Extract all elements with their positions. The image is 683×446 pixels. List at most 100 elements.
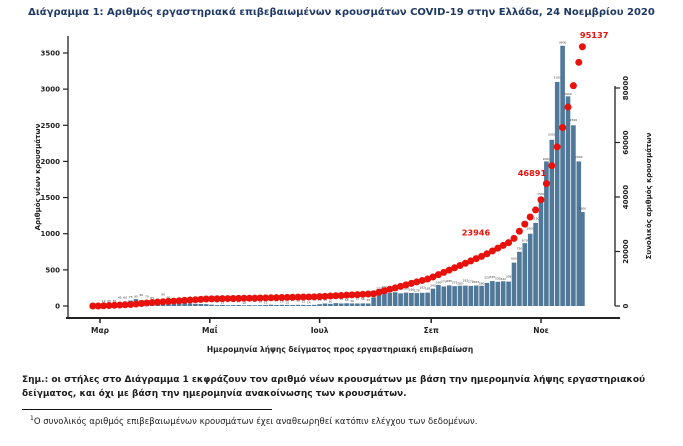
- covid-cases-chart: 0 500 1000 1500 2000 2500 3000 3500 0 20000 40000 6…: [34, 30, 653, 354]
- bar-value-label: 283: [473, 280, 479, 284]
- daily-cases-bar: [349, 303, 355, 306]
- axis-text: 20000: [622, 239, 630, 263]
- daily-cases-bar: [187, 303, 193, 306]
- daily-cases-bar: [279, 304, 285, 306]
- daily-cases-bar: [468, 285, 474, 306]
- cumulative-point: [154, 298, 162, 306]
- cumulative-point: [467, 257, 475, 265]
- cumulative-point: [170, 297, 178, 305]
- daily-cases-bar: [452, 286, 457, 306]
- cumulative-point: [505, 239, 513, 247]
- bar-value-label: 345: [490, 275, 496, 279]
- daily-cases-bar: [554, 81, 560, 307]
- cumulative-point: [434, 271, 442, 279]
- cumulative-point: [364, 290, 372, 298]
- axis-text: 0: [55, 303, 60, 311]
- cumulative-point: [424, 275, 432, 283]
- daily-cases-bar: [182, 303, 187, 306]
- cumulative-point: [445, 266, 453, 274]
- cumulative-point: [116, 301, 124, 309]
- cumulative-point: [521, 220, 529, 228]
- bar-value-label: 182: [419, 286, 425, 290]
- bar-value-label: 280: [479, 281, 485, 285]
- daily-cases-bar: [500, 281, 506, 306]
- daily-cases-bar: [241, 305, 247, 306]
- daily-cases-bar: [176, 302, 182, 306]
- cumulative-point: [483, 250, 491, 258]
- cumulative-point: [553, 143, 561, 151]
- chart-footnote: 1Ο συνολικός αριθμός επιβεβαιωμένων κρου…: [30, 415, 667, 427]
- daily-cases-bar: [360, 303, 366, 306]
- daily-cases-bar: [392, 292, 398, 306]
- bar-value-label: 65: [150, 296, 154, 300]
- daily-cases-bar: [538, 197, 544, 306]
- bar-value-label: 2000: [575, 155, 583, 159]
- bar-value-label: 335: [495, 276, 501, 280]
- daily-cases-bar: [571, 125, 576, 307]
- daily-cases-bar: [419, 292, 425, 306]
- footnote-text: Ο συνολικός αριθμός επιβεβαιωμένων κρουσ…: [33, 416, 478, 427]
- cumulative-point: [418, 276, 426, 284]
- cumulative-point: [191, 296, 199, 304]
- cumulative-point: [578, 43, 586, 51]
- cumulative-point: [575, 58, 583, 66]
- daily-cases-bar: [301, 304, 306, 306]
- cumulative-point: [461, 259, 469, 267]
- daily-cases-bar: [263, 304, 268, 306]
- cumulative-annotation: 95137: [580, 30, 609, 40]
- bar-value-label: 30: [328, 299, 332, 303]
- bar-value-label: 10: [242, 301, 246, 305]
- cumulative-point: [186, 296, 194, 304]
- bar-value-label: 75: [129, 295, 133, 299]
- cumulative-point: [267, 294, 275, 302]
- cumulative-point: [121, 301, 129, 309]
- bar-value-label: 275: [452, 281, 458, 285]
- cumulative-point: [202, 295, 210, 303]
- bar-value-label: 35: [366, 298, 370, 302]
- bar-value-label: 2900: [564, 92, 572, 96]
- axis-text: Σεπ: [424, 326, 439, 335]
- bar-value-label: 870: [522, 239, 528, 243]
- cumulative-point: [148, 298, 156, 306]
- cumulative-point: [370, 290, 378, 298]
- cumulative-point: [451, 264, 459, 272]
- bar-value-label: 14: [307, 300, 311, 304]
- daily-cases-bar: [414, 293, 420, 306]
- bar-value-label: 12: [258, 300, 262, 304]
- axis-text: 3000: [41, 86, 61, 94]
- axis-text: Συνολικός αριθμός κρουσμάτων: [645, 132, 653, 259]
- cumulative-point: [251, 294, 259, 302]
- cumulative-point: [132, 300, 140, 308]
- bar-value-label: 282: [463, 278, 469, 282]
- cumulative-point: [110, 301, 118, 309]
- daily-cases-bar: [344, 303, 349, 306]
- cumulative-annotation: 46891: [518, 168, 547, 178]
- bar-value-label: 1500: [537, 192, 545, 196]
- daily-cases-bar: [198, 303, 204, 306]
- daily-cases-bar: [376, 293, 382, 306]
- daily-cases-bar: [230, 305, 236, 306]
- footnote-marker: 1: [30, 415, 34, 422]
- bar-value-label: 36: [361, 297, 365, 301]
- cumulative-point: [488, 247, 496, 255]
- daily-cases-bar: [398, 293, 403, 306]
- bar-value-label: 15: [285, 300, 289, 304]
- daily-cases-bar: [511, 262, 517, 306]
- cumulative-point: [283, 293, 291, 301]
- cumulative-point: [472, 255, 480, 263]
- axis-text: 2000: [41, 158, 61, 166]
- cumulative-point: [402, 281, 410, 289]
- daily-cases-bar: [322, 303, 328, 306]
- chart-title: Διάγραμμα 1: Αριθμός εργαστηριακά επιβεβ…: [28, 7, 655, 18]
- bar-value-label: 35: [339, 297, 343, 301]
- cumulative-point: [515, 227, 523, 235]
- cumulative-point: [407, 279, 415, 287]
- axis-text: Νοε: [533, 326, 549, 335]
- cumulative-point: [89, 302, 97, 310]
- bar-value-label: 185: [425, 286, 431, 290]
- cumulative-point: [299, 293, 307, 301]
- daily-cases-bar: [457, 285, 463, 306]
- axis-text: 500: [45, 266, 60, 274]
- cumulative-point: [289, 293, 297, 301]
